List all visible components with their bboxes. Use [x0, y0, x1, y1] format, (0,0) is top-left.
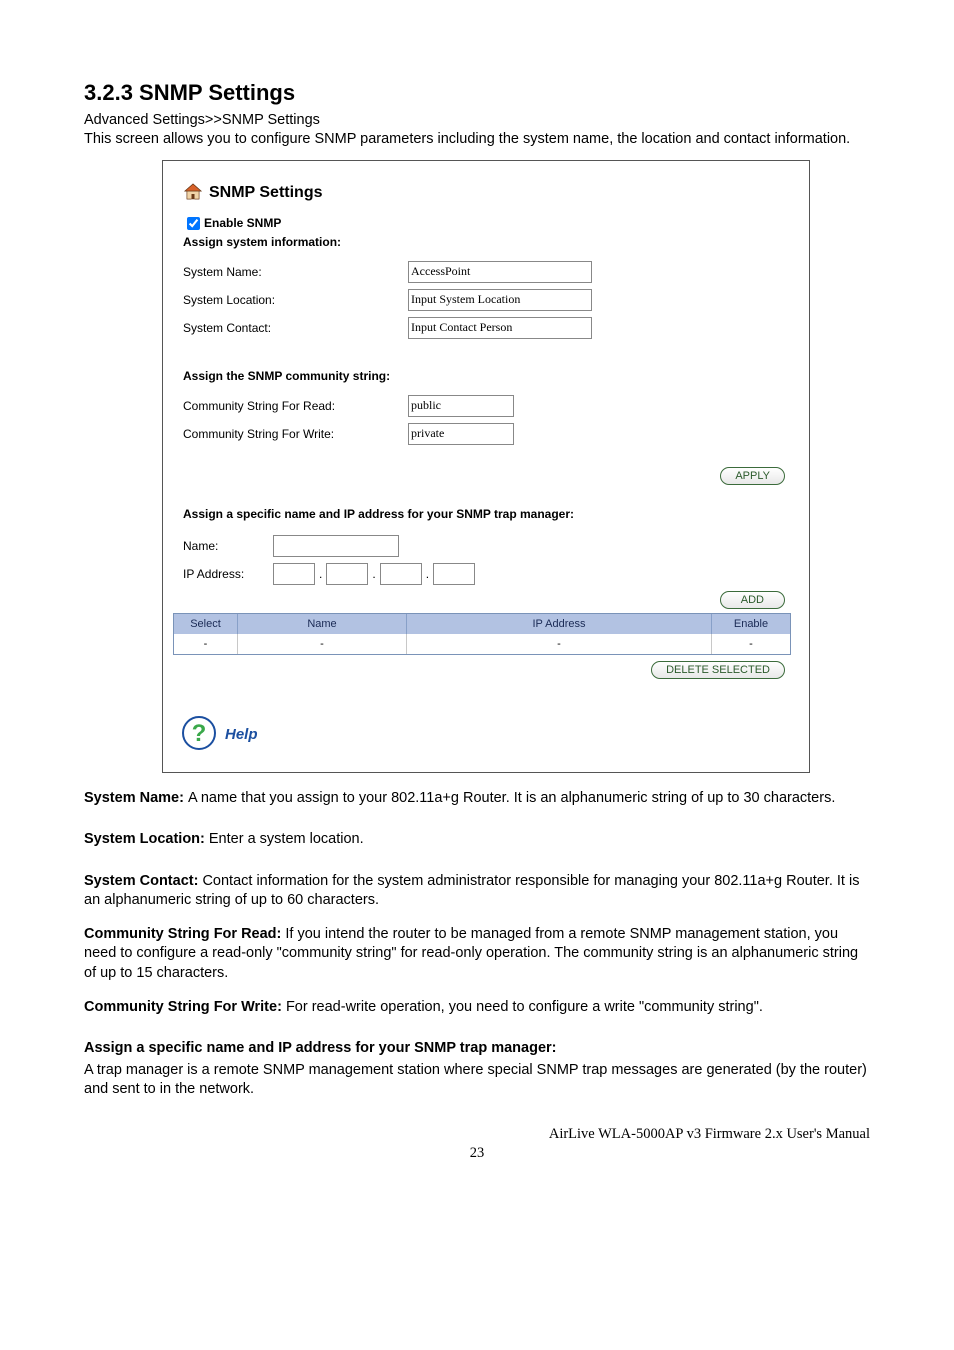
- comm-r-bold: Community String For Read:: [84, 926, 285, 942]
- sys-loc-text: Enter a system location.: [209, 831, 364, 847]
- svg-text:?: ?: [192, 720, 207, 747]
- trap-table: Select Name IP Address Enable - - - -: [173, 613, 791, 655]
- table-header-ip: IP Address: [407, 614, 712, 634]
- trap-text: A trap manager is a remote SNMP manageme…: [84, 1062, 867, 1098]
- section-heading: 3.2.3 SNMP Settings: [84, 80, 870, 106]
- table-header-enable: Enable: [712, 614, 791, 634]
- ip-dot: .: [426, 567, 429, 581]
- snmp-settings-panel: SNMP Settings Enable SNMP Assign system …: [162, 160, 810, 773]
- breadcrumb: Advanced Settings>>SNMP Settings: [84, 112, 870, 128]
- sys-con-bold: System Contact:: [84, 873, 202, 889]
- comm-w-text: For read-write operation, you need to co…: [286, 999, 763, 1015]
- comm-w-bold: Community String For Write:: [84, 999, 286, 1015]
- delete-selected-button[interactable]: DELETE SELECTED: [651, 661, 785, 679]
- community-read-input[interactable]: [408, 395, 514, 417]
- table-header-name: Name: [238, 614, 407, 634]
- trap-ip-label: IP Address:: [183, 567, 273, 581]
- system-name-label: System Name:: [183, 265, 408, 279]
- assign-trap-label: Assign a specific name and IP address fo…: [183, 507, 791, 521]
- table-row: - - - -: [174, 634, 790, 654]
- table-cell-name: -: [238, 634, 407, 654]
- trap-ip-input-2[interactable]: [326, 563, 368, 585]
- sys-loc-bold: System Location:: [84, 831, 209, 847]
- trap-name-input[interactable]: [273, 535, 399, 557]
- community-write-label: Community String For Write:: [183, 427, 408, 441]
- system-contact-label: System Contact:: [183, 321, 408, 335]
- table-cell-enable: -: [712, 634, 791, 654]
- ip-dot: .: [319, 567, 322, 581]
- enable-snmp-label: Enable SNMP: [204, 216, 281, 230]
- assign-community-label: Assign the SNMP community string:: [183, 369, 791, 383]
- trap-ip-input-3[interactable]: [380, 563, 422, 585]
- trap-ip-input-1[interactable]: [273, 563, 315, 585]
- help-icon[interactable]: ?: [181, 715, 225, 754]
- description-block: System Name: A name that you assign to y…: [84, 789, 870, 1100]
- ip-dot: .: [372, 567, 375, 581]
- trap-bold: Assign a specific name and IP address fo…: [84, 1040, 556, 1056]
- community-read-label: Community String For Read:: [183, 399, 408, 413]
- table-cell-select: -: [174, 634, 238, 654]
- table-cell-ip: -: [407, 634, 712, 654]
- intro-text: This screen allows you to configure SNMP…: [84, 130, 870, 150]
- help-link[interactable]: Help: [225, 726, 258, 743]
- panel-title: SNMP Settings: [209, 184, 323, 202]
- table-header-select: Select: [174, 614, 238, 634]
- add-button[interactable]: ADD: [720, 591, 785, 609]
- footer-page-number: 23: [84, 1145, 870, 1162]
- system-location-input[interactable]: [408, 289, 592, 311]
- system-contact-input[interactable]: [408, 317, 592, 339]
- trap-ip-input-4[interactable]: [433, 563, 475, 585]
- apply-button[interactable]: APPLY: [720, 467, 785, 485]
- community-write-input[interactable]: [408, 423, 514, 445]
- footer-manual-title: AirLive WLA-5000AP v3 Firmware 2.x User'…: [84, 1126, 870, 1143]
- page-footer: AirLive WLA-5000AP v3 Firmware 2.x User'…: [84, 1126, 870, 1162]
- enable-snmp-checkbox[interactable]: [187, 217, 200, 230]
- assign-system-info-label: Assign system information:: [183, 235, 791, 249]
- sys-name-bold: System Name:: [84, 790, 188, 806]
- trap-name-label: Name:: [183, 539, 273, 553]
- system-location-label: System Location:: [183, 293, 408, 307]
- home-icon: [183, 183, 209, 204]
- system-name-input[interactable]: [408, 261, 592, 283]
- sys-name-text: A name that you assign to your 802.11a+g…: [188, 790, 835, 806]
